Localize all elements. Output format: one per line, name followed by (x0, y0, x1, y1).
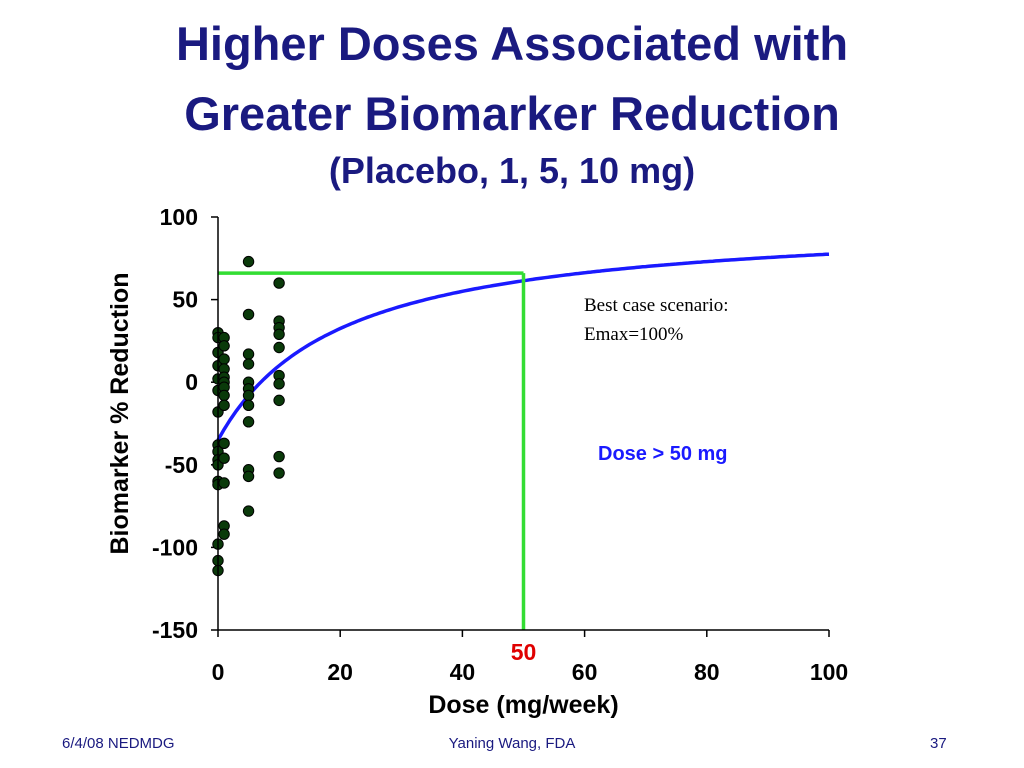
data-point (242, 416, 255, 428)
data-point (242, 348, 255, 360)
slide-title-line1: Higher Doses Associated with (175, 17, 849, 70)
data-point (218, 340, 230, 352)
data-point (273, 277, 285, 289)
footer-author: Yaning Wang, FDA (448, 735, 576, 752)
footer-date-event: 6/4/08 NEDMDG (62, 735, 175, 752)
y-tick-label: -150 (152, 617, 198, 643)
y-axis-title: Biomarker % Reduction (106, 272, 134, 554)
y-tick-label: -50 (165, 452, 198, 478)
x-tick-label: 20 (327, 659, 353, 685)
data-point (218, 477, 230, 489)
data-point (273, 467, 285, 479)
data-point (218, 389, 230, 402)
x-tick-label: 60 (572, 659, 598, 685)
data-point (242, 389, 255, 402)
footer-page-number: 37 (930, 735, 947, 752)
data-point (273, 378, 285, 390)
data-point (218, 528, 230, 540)
data-point (273, 450, 285, 463)
x-axis-title: Dose (mg/week) (428, 691, 618, 719)
data-points (212, 255, 285, 577)
data-point (242, 308, 255, 321)
y-tick-label: 50 (172, 287, 198, 313)
slide-title-line2: Greater Biomarker Reduction (184, 87, 840, 140)
x-marker-label: 50 (511, 639, 537, 665)
data-point (242, 255, 255, 268)
annotations: Best case scenario: Emax=100% Dose > 50 … (511, 295, 729, 665)
best-case-line2: Emax=100% (584, 324, 684, 345)
data-point (218, 353, 230, 365)
dose-threshold-note: Dose > 50 mg (598, 443, 728, 465)
x-tick-label: 40 (450, 659, 476, 685)
data-point (273, 328, 285, 340)
x-tick-label: 80 (694, 659, 720, 685)
y-tick-label: 100 (160, 204, 198, 230)
data-point (273, 394, 285, 407)
x-tick-label: 0 (212, 659, 225, 685)
data-point (242, 399, 255, 412)
data-point (218, 399, 230, 412)
y-tick-label: 0 (185, 369, 198, 395)
data-point (242, 470, 255, 483)
data-point (218, 437, 230, 450)
x-tick-label: 100 (810, 659, 848, 685)
data-point (242, 505, 255, 517)
slide-subtitle: (Placebo, 1, 5, 10 mg) (328, 150, 696, 191)
best-case-line1: Best case scenario: (584, 295, 729, 316)
data-point (273, 341, 285, 354)
axis-ticks: 100 50 0 -50 -100 -150 0 20 40 60 80 100 (152, 204, 848, 685)
data-point (218, 452, 230, 464)
y-tick-label: -100 (152, 534, 198, 560)
axis-labels: Dose (mg/week) Biomarker % Reduction (106, 272, 619, 719)
axes (217, 217, 829, 631)
reference-lines (218, 271, 526, 630)
data-point (242, 358, 255, 370)
